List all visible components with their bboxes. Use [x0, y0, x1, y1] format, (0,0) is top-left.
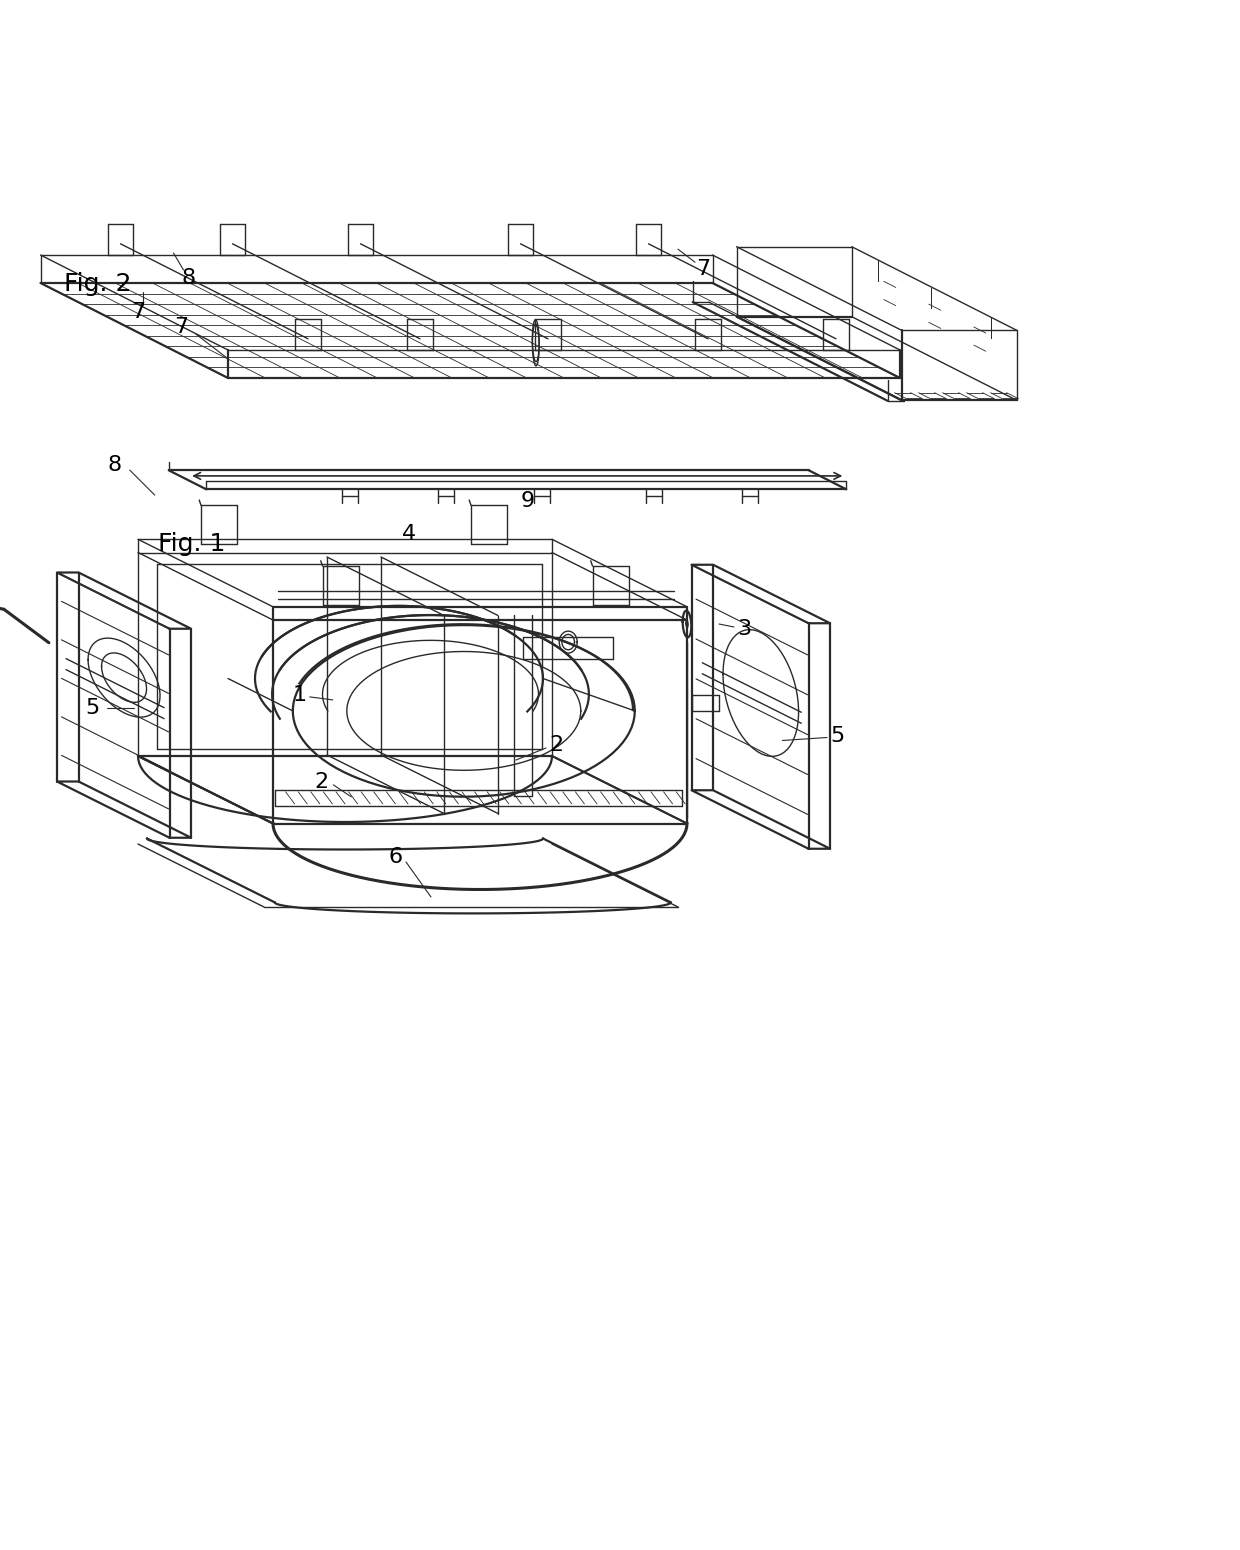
Text: 8: 8	[108, 456, 122, 476]
Text: 7: 7	[131, 302, 145, 322]
Text: 4: 4	[402, 524, 417, 544]
Text: 5: 5	[830, 725, 844, 746]
Text: 5: 5	[84, 698, 99, 718]
Text: 7: 7	[696, 259, 711, 279]
Text: 9: 9	[521, 491, 534, 512]
Text: Fig. 1: Fig. 1	[159, 532, 226, 555]
Text: 7: 7	[174, 318, 188, 338]
Text: 8: 8	[181, 268, 196, 288]
Text: 3: 3	[737, 618, 751, 639]
Text: 2: 2	[314, 772, 329, 792]
Text: 1: 1	[293, 685, 306, 705]
Text: Fig. 2: Fig. 2	[64, 273, 131, 296]
Text: 6: 6	[389, 846, 403, 866]
Text: 2: 2	[549, 735, 563, 755]
